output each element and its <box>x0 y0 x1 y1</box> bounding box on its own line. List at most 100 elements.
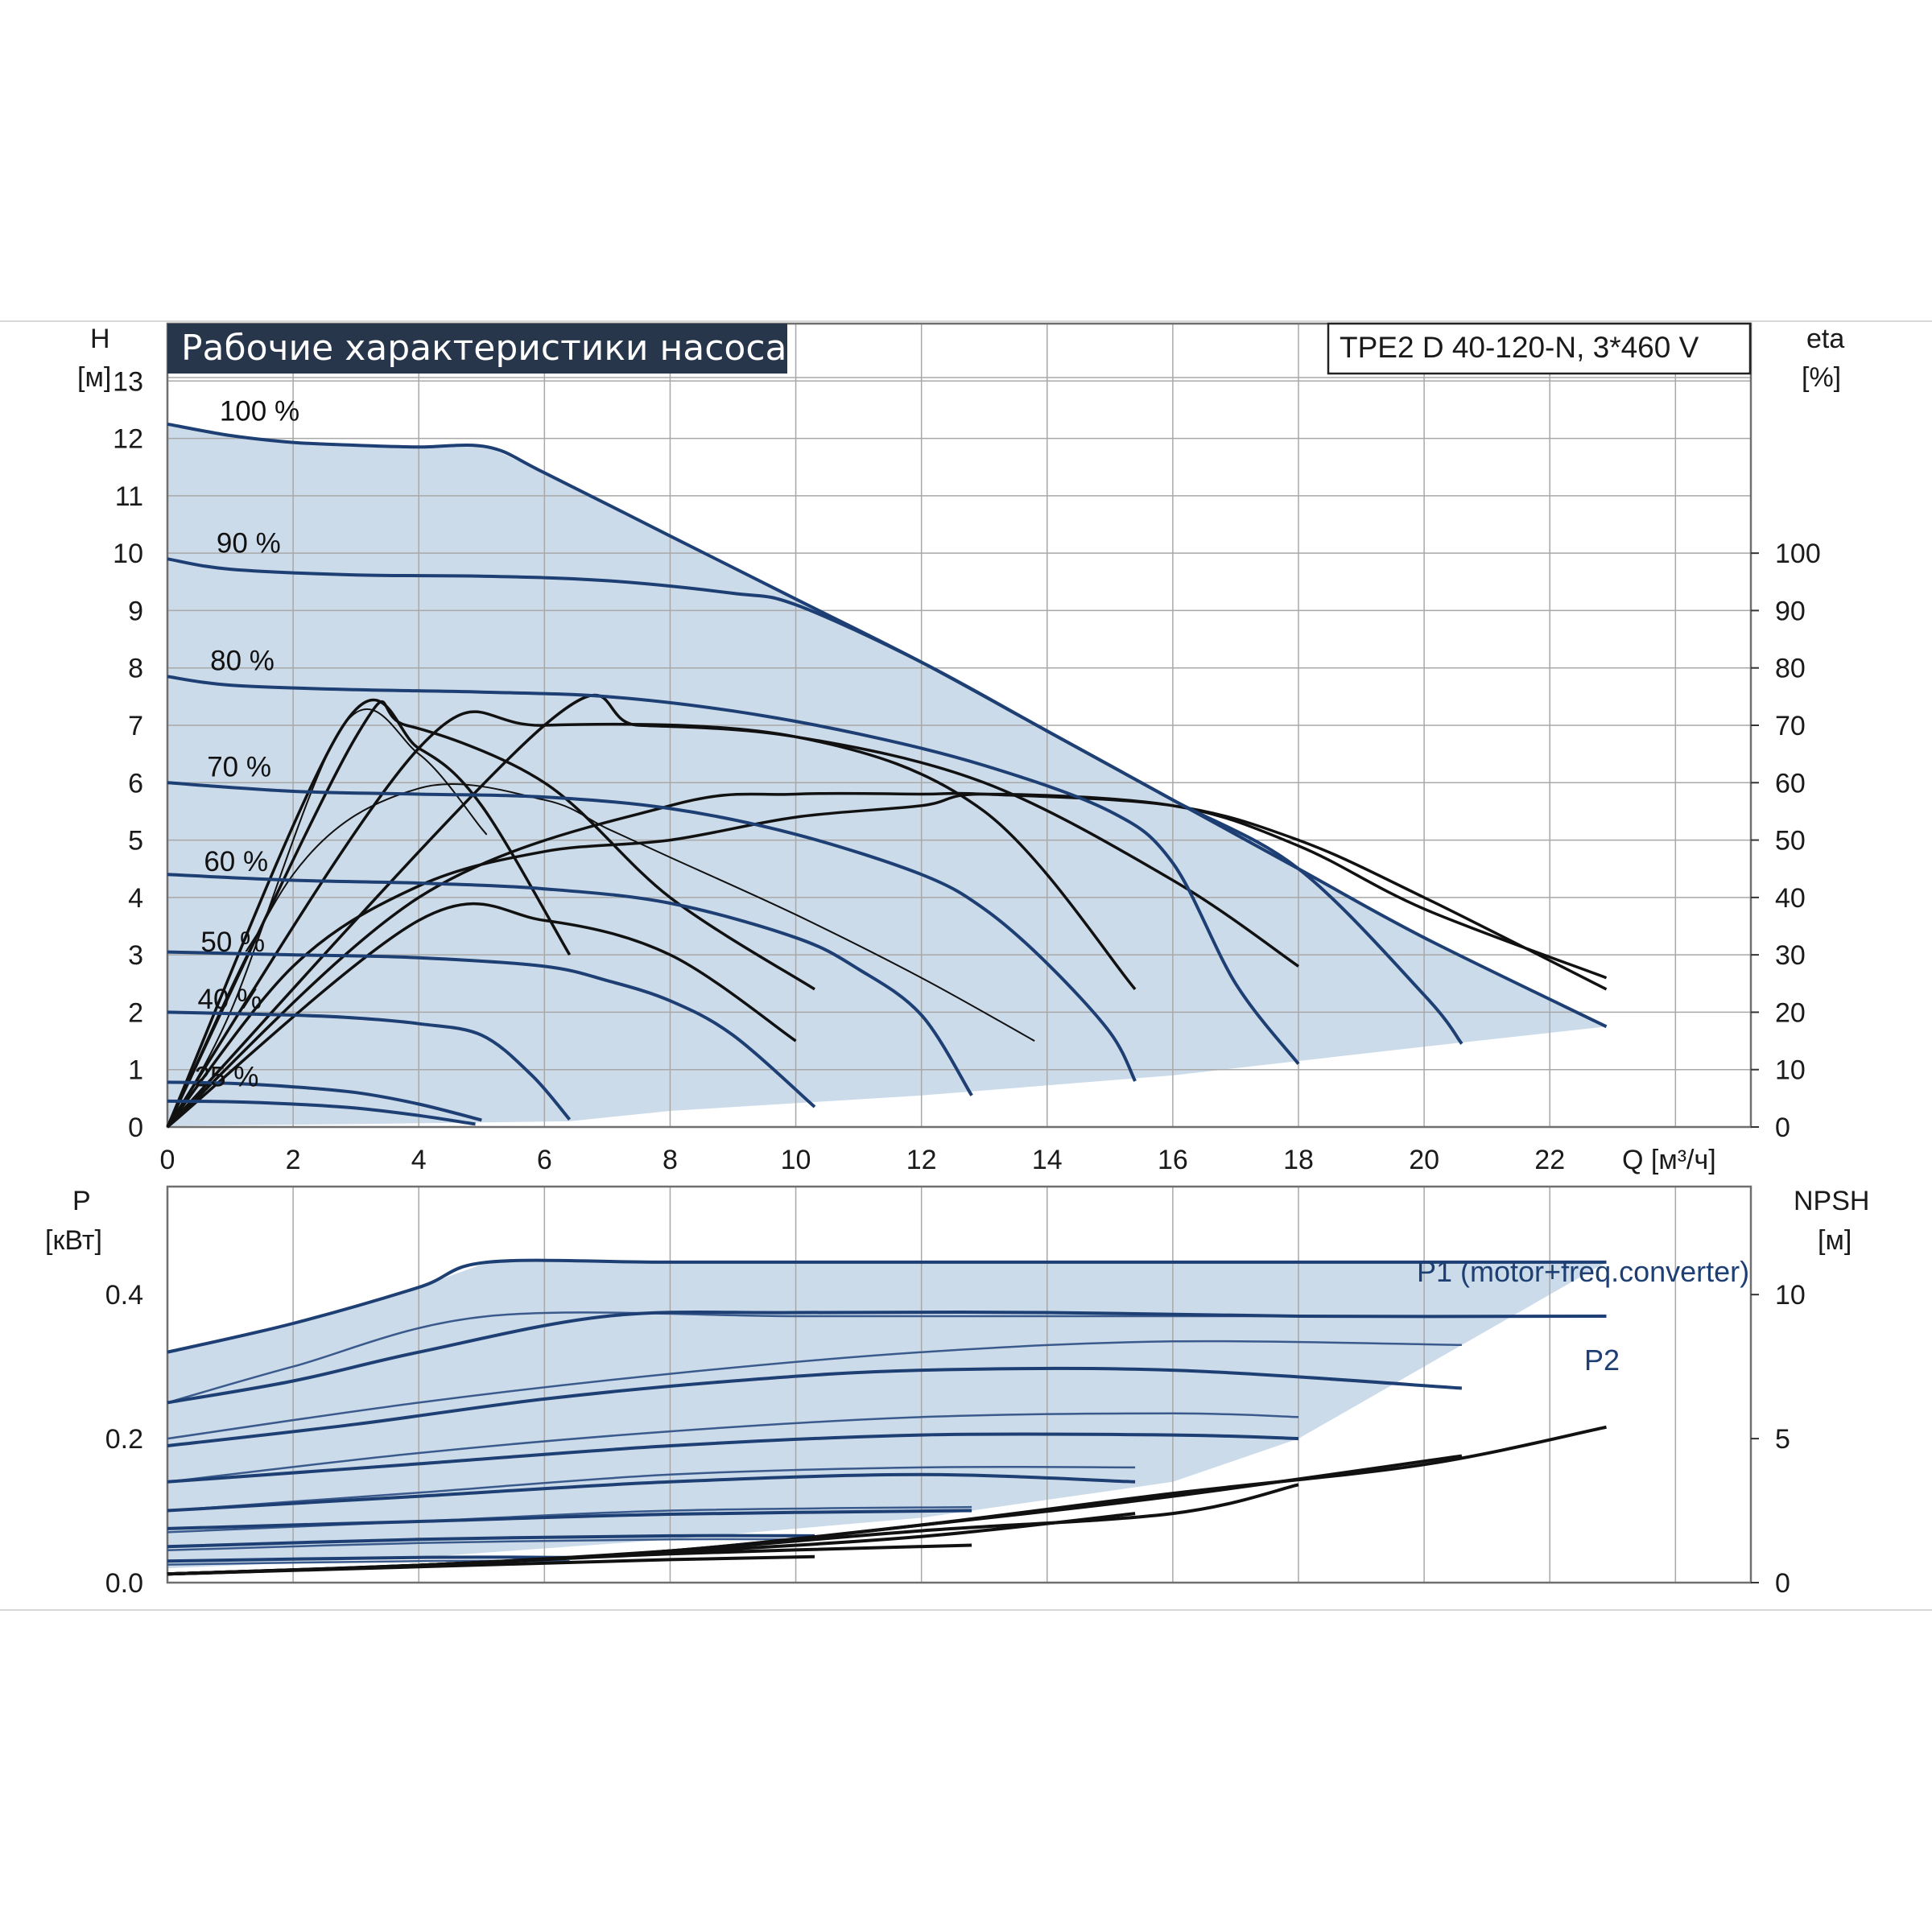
efficiency-curve <box>166 792 1608 1129</box>
eta-tick-label: 30 <box>1775 940 1806 971</box>
h-axis-label: H <box>90 324 110 354</box>
chart-title: Рабочие характеристики насоса <box>181 328 786 369</box>
h-tick-label: 12 <box>113 424 143 455</box>
p1-series-label: P1 (motor+freq.converter) <box>1417 1255 1749 1288</box>
h-tick-label: 9 <box>128 596 143 626</box>
h-tick-label: 10 <box>113 539 143 569</box>
eta-tick-label: 90 <box>1775 596 1806 626</box>
p2-curve <box>167 1412 1299 1484</box>
eta-tick-label: 70 <box>1775 711 1806 741</box>
model-label: TPE2 D 40-120-N, 3*460 V <box>1340 331 1699 364</box>
head-efficiency-panel: 100 %90 %80 %70 %60 %50 %40 %25 %0123456… <box>113 322 1821 1175</box>
h-tick-label: 7 <box>128 711 143 741</box>
eta-tick-label: 80 <box>1775 654 1806 684</box>
eta-tick-label: 10 <box>1775 1055 1806 1086</box>
eta-axis-unit: [%] <box>1802 362 1841 393</box>
q-tick-label: 4 <box>411 1145 427 1175</box>
speed-label: 70 % <box>207 751 271 782</box>
h-tick-label: 0 <box>128 1113 143 1143</box>
p2-series-label: P2 <box>1584 1344 1620 1377</box>
npsh-axis-unit: [м] <box>1818 1225 1852 1256</box>
eta-tick-label: 100 <box>1775 539 1821 569</box>
p-axis-unit: [кВт] <box>45 1225 102 1256</box>
q-tick-label: 18 <box>1283 1145 1314 1175</box>
p1-curve <box>167 1472 1136 1513</box>
q-tick-label: 16 <box>1158 1145 1188 1175</box>
eta-tick-label: 50 <box>1775 826 1806 857</box>
efficiency-curve <box>166 710 1137 1128</box>
eta-tick-label: 0 <box>1775 1113 1790 1143</box>
power-envelope <box>167 1261 1607 1569</box>
q-tick-label: 22 <box>1534 1145 1565 1175</box>
speed-curve <box>167 950 816 1108</box>
p2-curve <box>167 1340 1462 1440</box>
lower-frame <box>166 1185 1752 1584</box>
npsh-tick-label: 10 <box>1775 1280 1806 1311</box>
h-tick-label: 13 <box>113 366 143 397</box>
h-tick-label: 2 <box>128 997 143 1028</box>
q-tick-label: 2 <box>286 1145 301 1175</box>
efficiency-curve <box>166 700 815 1128</box>
speed-label: 60 % <box>204 846 268 877</box>
p1-curve <box>167 1258 1607 1354</box>
npsh-tick-label: 5 <box>1775 1424 1790 1455</box>
q-tick-label: 14 <box>1032 1145 1063 1175</box>
p-tick-label: 0.4 <box>105 1280 143 1311</box>
speed-label: 40 % <box>198 984 262 1015</box>
h-axis-unit: [м] <box>77 362 111 393</box>
speed-label: 90 % <box>217 527 281 559</box>
npsh-tick-label: 0 <box>1775 1568 1790 1599</box>
speed-curve <box>167 781 1137 1082</box>
speed-curve <box>167 873 973 1096</box>
p1-curve <box>167 1555 570 1563</box>
p-tick-label: 0.2 <box>105 1424 143 1455</box>
q-tick-label: 0 <box>160 1145 175 1175</box>
title-background <box>167 324 787 374</box>
p-tick-label: 0.0 <box>105 1568 143 1599</box>
speed-curve <box>167 675 1300 1065</box>
p1-curve <box>167 1432 1299 1484</box>
h-tick-label: 1 <box>128 1055 143 1086</box>
q-tick-label: 12 <box>906 1145 937 1175</box>
speed-curve <box>167 1099 476 1126</box>
h-tick-label: 8 <box>128 654 143 684</box>
q-tick-label: 6 <box>537 1145 552 1175</box>
speed-curve <box>167 1080 482 1122</box>
npsh-curve <box>167 1554 815 1576</box>
efficiency-curve <box>167 783 1035 1128</box>
eta-tick-label: 60 <box>1775 768 1806 799</box>
efficiency-curve <box>166 902 797 1129</box>
p-axis-label: P <box>72 1186 91 1216</box>
speed-label: 50 % <box>200 927 265 958</box>
eta-tick-label: 40 <box>1775 883 1806 914</box>
q-tick-label: 8 <box>663 1145 678 1175</box>
model-box <box>1327 322 1752 375</box>
h-tick-label: 4 <box>128 883 143 914</box>
speed-label: 25 % <box>195 1061 259 1092</box>
p2-curve <box>167 1505 972 1534</box>
h-tick-label: 11 <box>115 481 143 512</box>
p1-curve <box>167 1366 1463 1447</box>
eta-tick-label: 20 <box>1775 997 1806 1028</box>
power-npsh-panel: 0.0 0.2 0.4 0 5 10 <box>105 1185 1806 1599</box>
q-tick-label: 20 <box>1409 1145 1439 1175</box>
efficiency-curve <box>166 698 572 1128</box>
eta-axis-label: eta <box>1806 324 1844 354</box>
p1-curve <box>167 1509 972 1530</box>
q-axis-label: Q [м³/ч] <box>1622 1145 1716 1175</box>
p1-curve <box>167 1310 1607 1405</box>
speed-curve <box>167 557 1463 1045</box>
h-tick-label: 5 <box>128 826 143 857</box>
p2-curve <box>167 1538 815 1551</box>
speed-curve <box>167 1010 572 1121</box>
q-tick-label: 10 <box>781 1145 811 1175</box>
npsh-axis-label: NPSH <box>1794 1186 1869 1216</box>
speed-label: 100 % <box>220 395 299 427</box>
h-tick-label: 6 <box>128 768 143 799</box>
h-tick-label: 3 <box>128 940 143 971</box>
p1-curve <box>167 1534 815 1549</box>
operating-envelope <box>167 423 1607 1126</box>
p2-curve <box>167 1465 1136 1512</box>
speed-label: 80 % <box>210 646 275 677</box>
